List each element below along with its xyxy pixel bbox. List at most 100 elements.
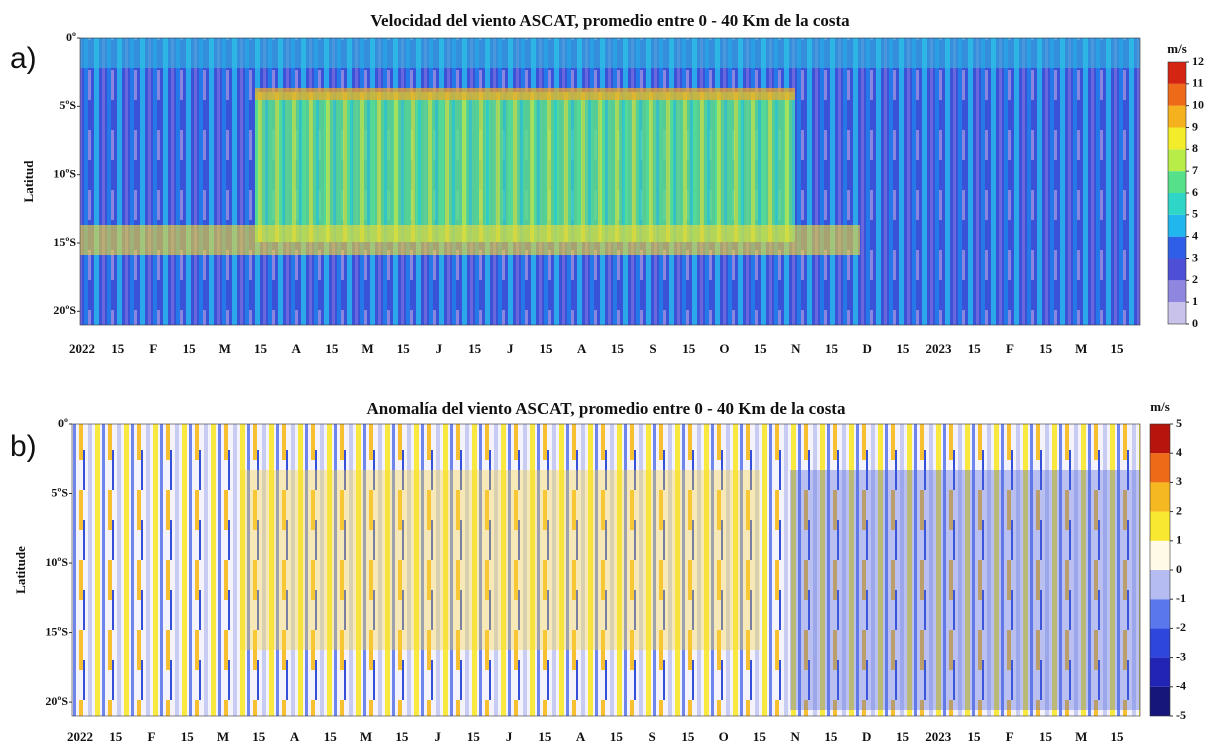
heatmap-field: [255, 88, 795, 100]
colorbar-segment: [1168, 62, 1186, 84]
colorbar-segment: [1150, 686, 1170, 716]
x-tick-label: 15: [896, 341, 910, 356]
y-tick-label: 20ºS: [53, 303, 76, 317]
colorbar-tick-label: 3: [1192, 250, 1198, 264]
y-tick-label: 20ºS: [45, 694, 68, 708]
colorbar-segment: [1168, 258, 1186, 281]
colorbar-segment: [1168, 236, 1186, 259]
x-tick-label: 15: [468, 341, 482, 356]
y-tick-label: 15ºS: [53, 235, 76, 249]
x-tick-label: J: [507, 341, 514, 356]
colorbar-segment: [1168, 193, 1186, 215]
colorbar-segment: [1168, 280, 1186, 303]
x-tick-label: 15: [395, 729, 409, 744]
colorbar-segment: [1168, 83, 1186, 106]
colorbar-segment: [1168, 149, 1186, 172]
x-tick-label: 15: [325, 341, 339, 356]
x-tick-label: O: [719, 729, 729, 744]
plot-frame: [71, 423, 1141, 717]
x-tick-label: 15: [1111, 729, 1125, 744]
colorbar-tick-label: 12: [1192, 54, 1204, 68]
x-tick-label: 15: [181, 729, 195, 744]
colorbar-tick-label: 8: [1192, 141, 1198, 155]
x-tick-label: 15: [968, 341, 982, 356]
colorbar-segment: [1168, 171, 1186, 193]
panel-label: b): [10, 430, 37, 463]
colorbar-tick-label: -2: [1176, 620, 1186, 634]
colorbar-tick-label: 1: [1176, 533, 1182, 547]
x-tick-label: D: [862, 729, 871, 744]
x-tick-label: 15: [254, 341, 268, 356]
colorbar-segment: [1150, 657, 1170, 687]
x-tick-label: F: [148, 729, 156, 744]
heatmap-field: [80, 225, 860, 255]
y-tick-label: 5ºS: [59, 98, 76, 112]
x-tick-label: 2023: [925, 729, 952, 744]
x-tick-label: O: [719, 341, 729, 356]
colorbar-tick-label: -5: [1176, 708, 1186, 722]
x-tick-label: 15: [824, 729, 838, 744]
colorbar-tick-label: 9: [1192, 119, 1198, 133]
y-tick-label: 10ºS: [53, 166, 76, 180]
x-tick-label: 15: [324, 729, 338, 744]
colorbar-segment: [1168, 302, 1186, 324]
colorbar-segment: [1150, 628, 1170, 658]
y-tick-label: 0º: [66, 30, 76, 44]
chart-title: Velocidad del viento ASCAT, promedio ent…: [370, 11, 850, 30]
x-tick-label: 2023: [926, 341, 953, 356]
x-tick-label: 15: [252, 729, 266, 744]
x-tick-label: M: [217, 729, 229, 744]
colorbar-tick-label: 4: [1192, 228, 1198, 242]
charts: Velocidad del viento ASCAT, promedio ent…: [10, 11, 1204, 744]
x-tick-label: J: [434, 729, 441, 744]
x-tick-label: 15: [539, 341, 553, 356]
x-tick-label: 15: [754, 341, 768, 356]
x-tick-label: 15: [1111, 341, 1125, 356]
colorbar-tick-label: -4: [1176, 679, 1186, 693]
colorbar-segment: [1150, 511, 1170, 541]
x-tick-label: A: [290, 729, 300, 744]
y-axis-label: Latitud: [21, 160, 36, 203]
x-tick-label: F: [149, 341, 157, 356]
y-tick-label: 10ºS: [45, 555, 68, 569]
x-tick-label: A: [291, 341, 301, 356]
x-tick-label: 15: [467, 729, 481, 744]
colorbar-tick-label: 3: [1176, 474, 1182, 488]
colorbar-segment: [1150, 424, 1170, 454]
x-tick-label: 15: [109, 729, 123, 744]
y-tick-label: 0º: [58, 416, 68, 430]
x-tick-label: A: [577, 341, 587, 356]
colorbar-label: m/s: [1150, 399, 1170, 414]
x-tick-label: F: [1006, 729, 1014, 744]
x-tick-label: A: [576, 729, 586, 744]
colorbar-tick-label: 5: [1176, 416, 1182, 430]
x-tick-label: 15: [183, 341, 197, 356]
x-tick-label: J: [506, 729, 513, 744]
colorbar-tick-label: -3: [1176, 649, 1186, 663]
colorbar-tick-label: 2: [1192, 272, 1198, 286]
x-tick-label: 2022: [67, 729, 93, 744]
colorbar-tick-label: 5: [1192, 207, 1198, 221]
x-tick-label: 15: [896, 729, 910, 744]
x-tick-label: S: [649, 729, 656, 744]
colorbar-segment: [1150, 599, 1170, 629]
x-tick-label: M: [1075, 341, 1087, 356]
x-tick-label: 2022: [69, 341, 95, 356]
heatmap-field: [72, 424, 1140, 716]
heatmap-field: [240, 470, 760, 650]
colorbar-segment: [1150, 570, 1170, 600]
x-tick-label: M: [1075, 729, 1087, 744]
x-tick-label: N: [790, 729, 800, 744]
colorbar-segment: [1150, 482, 1170, 512]
colorbar-segment: [1168, 105, 1186, 128]
plot-frame: [79, 37, 1141, 326]
x-tick-label: 15: [111, 341, 125, 356]
colorbar-label: m/s: [1167, 41, 1187, 56]
x-tick-label: 15: [1039, 341, 1053, 356]
colorbar-tick-label: 0: [1176, 562, 1182, 576]
y-tick-label: 15ºS: [45, 624, 68, 638]
x-tick-label: M: [360, 729, 372, 744]
colorbar-tick-label: 1: [1192, 294, 1198, 308]
colorbar-segment: [1168, 127, 1186, 150]
